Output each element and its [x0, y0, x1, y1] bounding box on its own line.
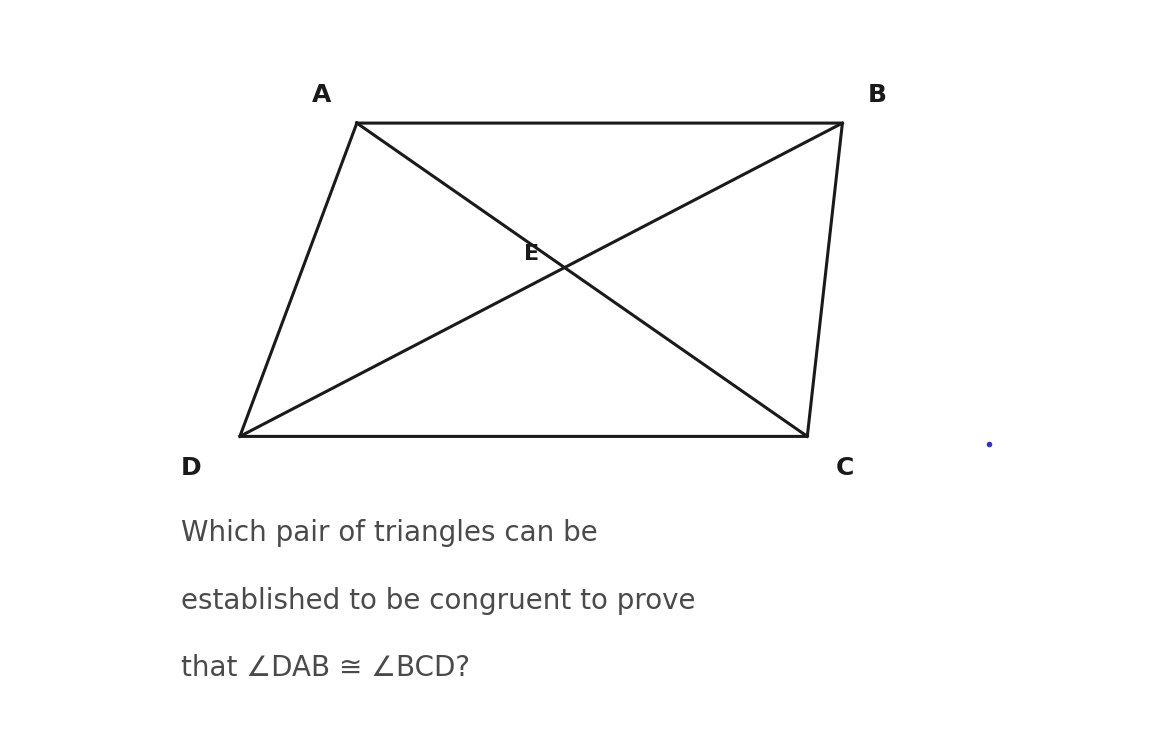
Text: that ∠DAB ≅ ∠BCD?: that ∠DAB ≅ ∠BCD? [181, 653, 470, 682]
Text: E: E [524, 244, 539, 264]
Text: D: D [180, 456, 201, 480]
Text: B: B [868, 83, 887, 107]
Text: established to be congruent to prove: established to be congruent to prove [181, 586, 696, 615]
Text: C: C [835, 456, 854, 480]
Text: A: A [312, 83, 331, 107]
Text: Which pair of triangles can be: Which pair of triangles can be [181, 519, 598, 548]
